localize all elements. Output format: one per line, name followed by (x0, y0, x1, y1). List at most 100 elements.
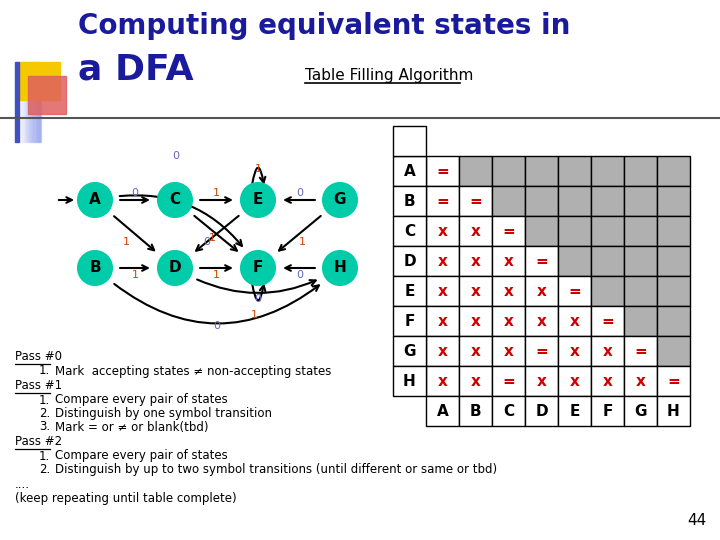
Bar (591, 366, 624, 396)
Text: 1.: 1. (39, 394, 50, 407)
Text: =: = (634, 343, 647, 359)
Bar (558, 216, 591, 246)
Text: a DFA: a DFA (78, 52, 194, 86)
Bar (657, 186, 690, 216)
Bar (558, 276, 591, 306)
Bar (624, 366, 657, 396)
Text: 0: 0 (132, 188, 138, 198)
Text: x: x (503, 314, 513, 328)
Bar (525, 396, 558, 426)
Text: x: x (536, 314, 546, 328)
Bar (393, 366, 426, 396)
Bar (18, 62, 60, 100)
Text: A: A (89, 192, 101, 207)
Bar (30, 62, 31, 142)
Bar (525, 156, 558, 186)
Text: Computing equivalent states in: Computing equivalent states in (78, 12, 570, 40)
Text: =: = (502, 374, 515, 388)
Circle shape (323, 183, 357, 217)
Bar (591, 156, 624, 186)
Bar (22, 62, 24, 142)
Text: =: = (436, 164, 449, 179)
Bar (624, 306, 657, 336)
Bar (624, 396, 657, 426)
Circle shape (323, 251, 357, 285)
Bar (31, 62, 32, 142)
Bar (657, 156, 690, 186)
Bar (525, 366, 558, 396)
Text: Distinguish by up to two symbol transitions (until different or same or tbd): Distinguish by up to two symbol transiti… (55, 463, 497, 476)
Text: =: = (469, 193, 482, 208)
Text: D: D (168, 260, 181, 275)
Bar (459, 246, 492, 276)
Text: Pass #1: Pass #1 (15, 379, 62, 392)
Text: 3.: 3. (39, 421, 50, 434)
Bar (37, 62, 39, 142)
Bar (35, 62, 37, 142)
Bar (393, 246, 426, 276)
Text: x: x (438, 314, 447, 328)
Bar (459, 276, 492, 306)
Text: B: B (89, 260, 101, 275)
Bar (657, 246, 690, 276)
Text: x: x (471, 253, 480, 268)
Bar (657, 396, 690, 426)
Bar (492, 186, 525, 216)
Text: 0: 0 (214, 321, 220, 331)
Bar (459, 216, 492, 246)
Text: 0: 0 (297, 270, 304, 280)
Text: x: x (438, 253, 447, 268)
Bar (657, 216, 690, 246)
Bar (525, 186, 558, 216)
Bar (624, 246, 657, 276)
Bar (525, 246, 558, 276)
Bar (26, 62, 27, 142)
Bar (426, 156, 459, 186)
Bar (393, 336, 426, 366)
Bar (591, 396, 624, 426)
Bar (459, 156, 492, 186)
Bar (19, 62, 20, 142)
Text: F: F (603, 403, 613, 418)
Text: =: = (535, 253, 548, 268)
Text: =: = (568, 284, 581, 299)
Bar (393, 126, 426, 156)
Bar (27, 62, 28, 142)
Bar (558, 186, 591, 216)
Bar (657, 336, 690, 366)
Text: x: x (438, 224, 447, 239)
Bar (492, 306, 525, 336)
Circle shape (158, 251, 192, 285)
Bar (591, 216, 624, 246)
Text: E: E (570, 403, 580, 418)
Text: B: B (404, 193, 415, 208)
Bar (492, 156, 525, 186)
Text: E: E (405, 284, 415, 299)
Text: Mark  accepting states ≠ non-accepting states: Mark accepting states ≠ non-accepting st… (55, 364, 331, 377)
Bar (37, 62, 38, 142)
Circle shape (78, 251, 112, 285)
Bar (558, 366, 591, 396)
Bar (624, 216, 657, 246)
Text: x: x (471, 284, 480, 299)
Text: x: x (471, 314, 480, 328)
Text: x: x (570, 343, 580, 359)
Bar (558, 246, 591, 276)
Text: D: D (403, 253, 416, 268)
Bar (40, 62, 41, 142)
Text: Pass #0: Pass #0 (15, 350, 62, 363)
Text: ....: .... (15, 478, 30, 491)
Text: 1.: 1. (39, 449, 50, 462)
Text: x: x (536, 284, 546, 299)
Text: G: G (334, 192, 346, 207)
Bar (23, 62, 24, 142)
Bar (32, 62, 33, 142)
Text: x: x (570, 314, 580, 328)
Text: Compare every pair of states: Compare every pair of states (55, 449, 228, 462)
Bar (624, 186, 657, 216)
Bar (459, 336, 492, 366)
Bar (426, 306, 459, 336)
Text: x: x (503, 253, 513, 268)
Bar (558, 156, 591, 186)
Bar (21, 62, 22, 142)
